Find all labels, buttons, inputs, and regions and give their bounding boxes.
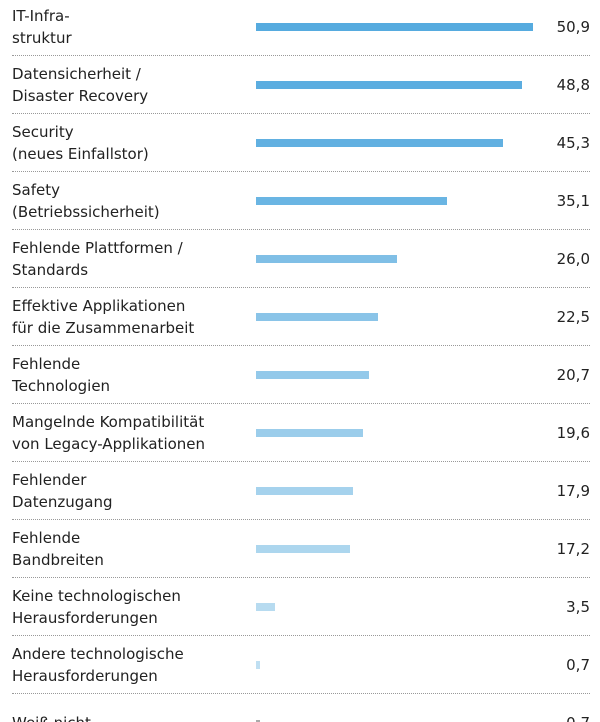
- bar-row: Keine technologischen Herausforderungen 3…: [0, 578, 600, 636]
- value-label: 0,7: [566, 714, 590, 722]
- bar: [256, 545, 350, 553]
- bar: [256, 371, 369, 379]
- category-label: Safety (Betriebssicherheit): [12, 181, 160, 221]
- separator: [12, 55, 590, 56]
- value-label: 22,5: [556, 308, 590, 326]
- bar: [256, 81, 522, 89]
- bar-row: Security (neues Einfallstor) 45,3: [0, 114, 600, 172]
- category-label: IT-Infra- struktur: [12, 7, 72, 47]
- category-label: Datensicherheit / Disaster Recovery: [12, 65, 149, 105]
- bar: [256, 139, 503, 147]
- separator: [12, 461, 590, 462]
- bar-row: Datensicherheit / Disaster Recovery 48,8: [0, 56, 600, 114]
- value-label: 50,9: [556, 18, 590, 36]
- separator: [12, 693, 590, 694]
- bar: [256, 661, 260, 669]
- bar-row: IT-Infra- struktur 50,9: [0, 0, 600, 56]
- separator: [12, 577, 590, 578]
- bar-row: Safety (Betriebssicherheit) 35,1: [0, 172, 600, 230]
- value-label: 0,7: [566, 656, 590, 674]
- category-label: Effektive Applikationen für die Zusammen…: [12, 297, 195, 337]
- separator: [12, 635, 590, 636]
- category-label: Fehlende Plattformen / Standards: [12, 239, 183, 279]
- value-label: 20,7: [556, 366, 590, 384]
- bar: [256, 429, 363, 437]
- bar-row: Effektive Applikationen für die Zusammen…: [0, 288, 600, 346]
- value-label: 48,8: [556, 76, 590, 94]
- value-label: 45,3: [556, 134, 590, 152]
- bar-row: Mangelnde Kompatibilität von Legacy-Appl…: [0, 404, 600, 462]
- bar: [256, 255, 398, 263]
- separator: [12, 229, 590, 230]
- bar: [256, 313, 379, 321]
- bar: [256, 197, 448, 205]
- category-label: Weiß nicht: [12, 712, 252, 722]
- bar-row: Fehlende Bandbreiten 17,2: [0, 520, 600, 578]
- value-label: 17,2: [556, 540, 590, 558]
- value-label: 19,6: [556, 424, 590, 442]
- separator: [12, 519, 590, 520]
- bar: [256, 720, 260, 722]
- category-label: Security (neues Einfallstor): [12, 123, 149, 163]
- category-label: Fehlende Bandbreiten: [12, 529, 104, 569]
- separator: [12, 113, 590, 114]
- separator: [12, 287, 590, 288]
- value-label: 3,5: [566, 598, 590, 616]
- bar: [256, 603, 276, 611]
- bar: [256, 487, 354, 495]
- bar-row: Fehlender Datenzugang 17,9: [0, 462, 600, 520]
- category-label: Mangelnde Kompatibilität von Legacy-Appl…: [12, 413, 206, 453]
- bar-row: Andere technologische Herausforderungen 0…: [0, 636, 600, 694]
- value-label: 17,9: [556, 482, 590, 500]
- bar-row: Fehlende Technologien 20,7: [0, 346, 600, 404]
- bar: [256, 23, 533, 31]
- separator: [12, 345, 590, 346]
- category-label: Fehlender Datenzugang: [12, 471, 113, 511]
- value-label: 26,0: [556, 250, 590, 268]
- category-label: Keine technologischen Herausforderungen: [12, 587, 181, 627]
- bar-row: Fehlende Plattformen / Standards 26,0: [0, 230, 600, 288]
- category-label: Fehlende Technologien: [12, 355, 111, 395]
- separator: [12, 171, 590, 172]
- category-label: Andere technologische Herausforderungen: [12, 645, 184, 685]
- value-label: 35,1: [556, 192, 590, 210]
- bar-row: Weiß nicht 0,7: [0, 694, 600, 722]
- separator: [12, 403, 590, 404]
